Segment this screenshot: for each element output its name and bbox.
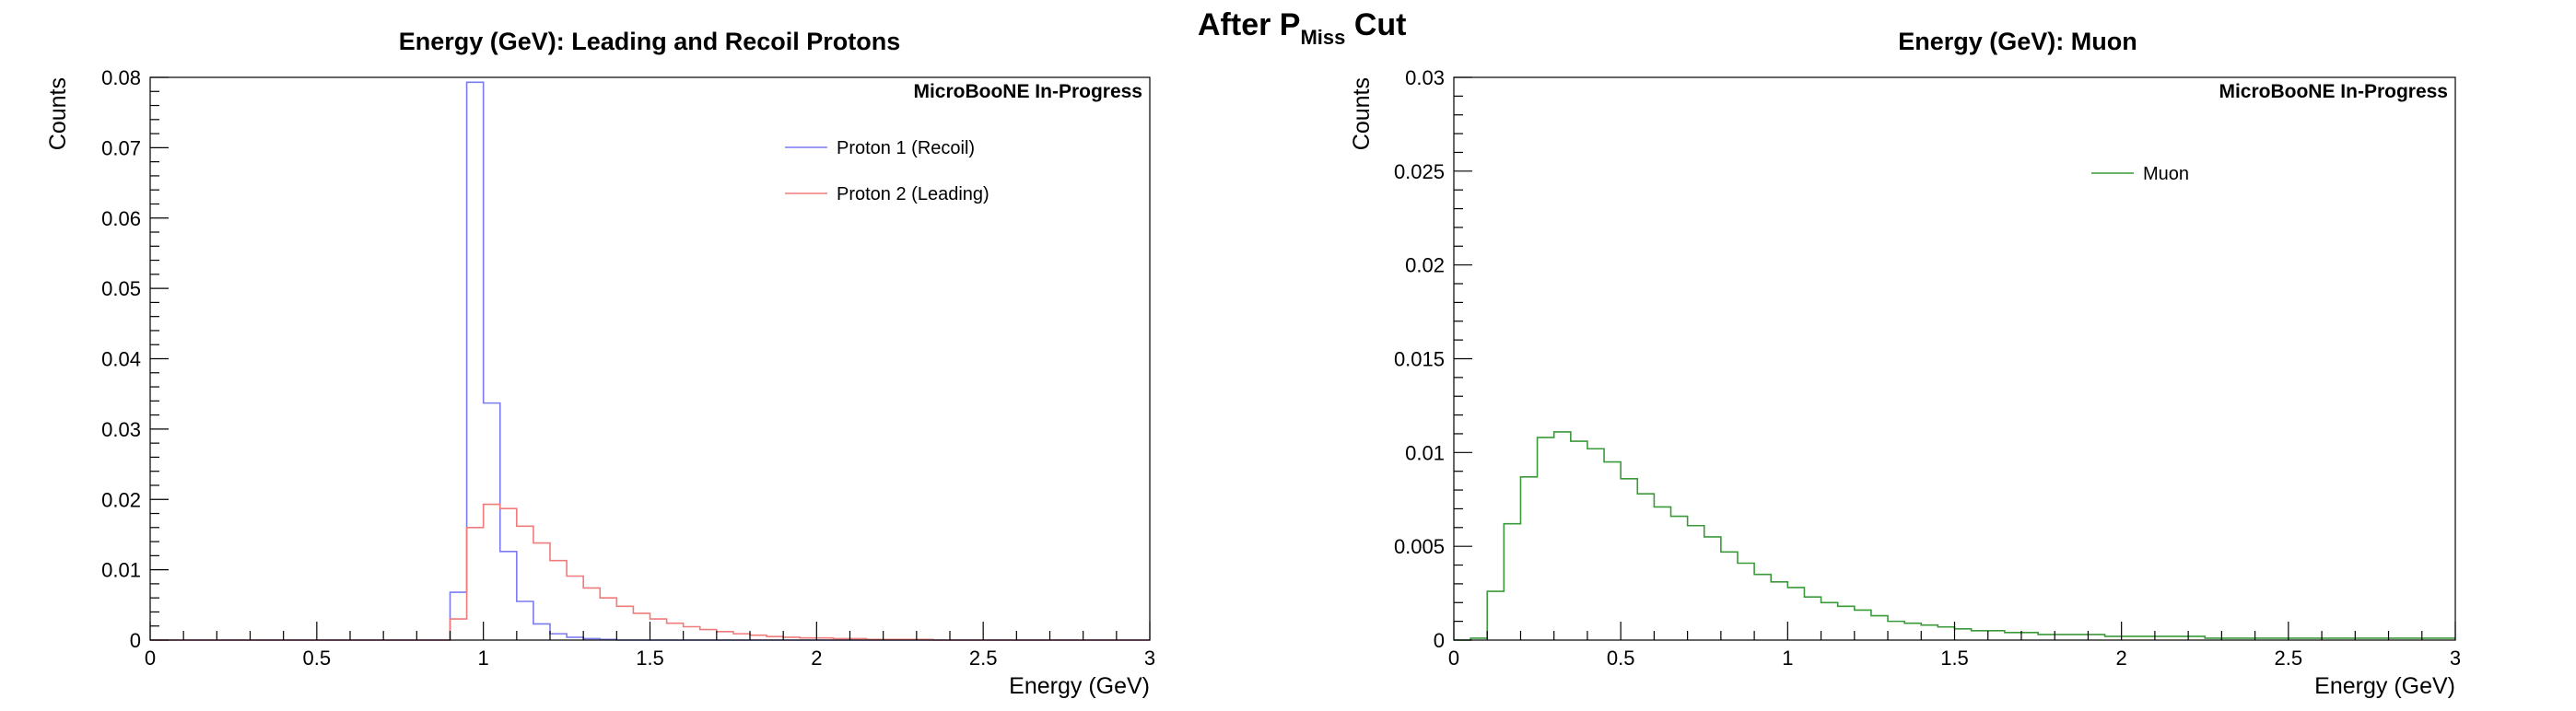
y-tick-label: 0.06 xyxy=(101,207,141,230)
page-title-prefix: After P xyxy=(1198,7,1301,42)
y-tick-label: 0.03 xyxy=(1405,66,1445,89)
legend-label-muon: Muon xyxy=(2143,164,2189,184)
x-axis-label: Energy (GeV) xyxy=(2314,673,2455,699)
y-tick-label: 0.025 xyxy=(1394,160,1445,183)
x-axis-label: Energy (GeV) xyxy=(1009,673,1150,699)
page-title-subscript: Miss xyxy=(1300,26,1346,49)
y-tick-label: 0.02 xyxy=(101,488,141,511)
y-tick-label: 0.05 xyxy=(101,277,141,300)
y-axis-label: Counts xyxy=(1349,77,1375,150)
x-tick-label: 2.5 xyxy=(969,647,998,670)
chart-title: Energy (GeV): Leading and Recoil Protons xyxy=(399,28,901,55)
x-tick-label: 1.5 xyxy=(636,647,664,670)
y-tick-label: 0 xyxy=(1434,629,1445,652)
y-tick-label: 0.03 xyxy=(101,418,141,441)
page-title: After PMiss Cut xyxy=(1198,7,1407,49)
x-tick-label: 3 xyxy=(2450,647,2461,670)
y-tick-label: 0 xyxy=(130,629,141,652)
y-tick-label: 0.01 xyxy=(101,559,141,582)
proton-energy-chart: Energy (GeV): Leading and Recoil Protons… xyxy=(45,28,1155,699)
x-tick-label: 3 xyxy=(1144,647,1155,670)
chart-annotation: MicroBooNE In-Progress xyxy=(2219,81,2448,102)
plot-frame xyxy=(149,76,1151,641)
x-tick-label: 1 xyxy=(478,647,489,670)
y-tick-label: 0.08 xyxy=(101,66,141,89)
legend-label-proton1: Proton 1 (Recoil) xyxy=(837,138,975,158)
y-tick-label: 0.01 xyxy=(1405,441,1445,464)
y-axis-label: Counts xyxy=(45,77,71,150)
x-tick-label: 2.5 xyxy=(2275,647,2303,670)
page-title-suffix: Cut xyxy=(1345,7,1407,42)
series-line-proton1 xyxy=(150,81,1150,641)
chart-annotation: MicroBooNE In-Progress xyxy=(913,81,1142,102)
x-tick-label: 0 xyxy=(1448,647,1459,670)
chart-title: Energy (GeV): Muon xyxy=(1898,28,2137,55)
y-tick-label: 0.005 xyxy=(1394,535,1445,558)
y-tick-label: 0.04 xyxy=(101,348,141,371)
x-tick-label: 0 xyxy=(145,647,156,670)
series-line-muon xyxy=(1454,431,2455,641)
x-tick-label: 2 xyxy=(2116,647,2127,670)
x-tick-label: 0.5 xyxy=(303,647,332,670)
muon-energy-chart: Energy (GeV): Muon MicroBooNE In-Progress… xyxy=(1349,28,2461,699)
legend-label-proton2: Proton 2 (Leading) xyxy=(837,184,989,204)
plot-frame xyxy=(1453,76,2456,641)
series-line-proton2 xyxy=(150,503,1150,641)
x-tick-label: 2 xyxy=(811,647,822,670)
y-tick-label: 0.015 xyxy=(1394,348,1445,371)
x-tick-label: 0.5 xyxy=(1607,647,1635,670)
x-tick-label: 1.5 xyxy=(1940,647,1969,670)
y-tick-label: 0.02 xyxy=(1405,254,1445,277)
x-tick-label: 1 xyxy=(1782,647,1793,670)
y-tick-label: 0.07 xyxy=(101,136,141,159)
